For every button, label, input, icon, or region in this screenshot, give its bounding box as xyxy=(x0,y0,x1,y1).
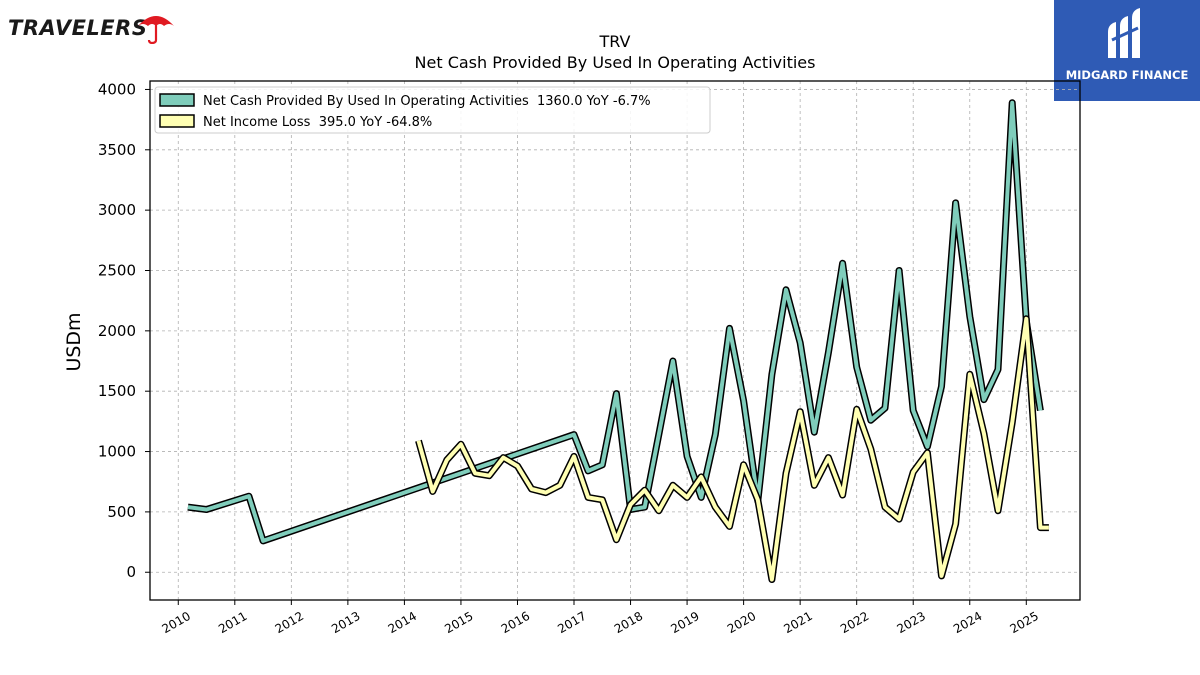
y-tick-label: 2000 xyxy=(98,322,136,340)
y-tick-label: 0 xyxy=(126,563,136,581)
series-lines xyxy=(187,99,1049,583)
y-tick-label: 4000 xyxy=(98,80,136,98)
x-tick-label: 2018 xyxy=(612,609,645,636)
y-tick-label: 2500 xyxy=(98,261,136,279)
x-tick-label: 2010 xyxy=(160,609,193,636)
watermark-name: MIDGARD FINANCE xyxy=(1065,68,1189,82)
y-axis-label: USDm xyxy=(63,312,85,371)
legend-swatch-operating-cash xyxy=(159,93,195,107)
x-tick-label: 2014 xyxy=(386,609,419,636)
x-tick-label: 2020 xyxy=(725,609,758,636)
x-tick-label: 2022 xyxy=(838,609,871,636)
x-tick-label: 2013 xyxy=(329,609,362,636)
umbrella-icon xyxy=(138,16,174,44)
y-tick-label: 1500 xyxy=(98,382,136,400)
chart-subtitle: Net Cash Provided By Used In Operating A… xyxy=(415,53,816,72)
legend-label-operating-cash: Net Cash Provided By Used In Operating A… xyxy=(203,94,651,109)
y-axis: 0 500 1000 1500 2000 2500 3000 3500 4000 xyxy=(98,80,150,581)
series-line-1 xyxy=(416,316,1049,582)
x-tick-label: 2024 xyxy=(951,609,984,636)
x-tick-label: 2011 xyxy=(216,609,249,636)
x-tick-label: 2016 xyxy=(499,609,532,636)
legend-box xyxy=(154,86,711,134)
legend: Net Cash Provided By Used In Operating A… xyxy=(154,86,711,134)
y-tick-label: 1000 xyxy=(98,443,136,461)
x-tick-label: 2023 xyxy=(894,609,927,636)
legend-label-net-income: Net Income Loss 395.0 YoY -64.8% xyxy=(203,115,432,130)
series-line-0 xyxy=(187,100,1043,543)
x-tick-label: 2015 xyxy=(442,609,475,636)
y-tick-label: 500 xyxy=(107,503,136,521)
x-axis: 2010 2011 2012 2013 2014 2015 2016 2017 2018 2019… xyxy=(160,600,1041,636)
x-tick-label: 2025 xyxy=(1008,609,1041,636)
x-tick-label: 2012 xyxy=(273,609,306,636)
chart-title: TRV xyxy=(599,32,631,51)
plot-frame xyxy=(149,80,1081,601)
y-tick-label: 3000 xyxy=(98,201,136,219)
travelers-logo: TRAVELERS xyxy=(8,10,174,44)
x-tick-label: 2019 xyxy=(668,609,701,636)
midgard-emblem-icon xyxy=(1108,8,1140,58)
midgard-finance-logo: MIDGARD FINANCE xyxy=(1054,0,1200,101)
grid xyxy=(150,81,1080,600)
x-tick-label: 2021 xyxy=(781,609,814,636)
x-tick-label: 2017 xyxy=(555,609,588,636)
legend-swatch-net-income xyxy=(159,114,195,128)
y-tick-label: 3500 xyxy=(98,141,136,159)
brand-name: TRAVELERS xyxy=(8,16,148,40)
